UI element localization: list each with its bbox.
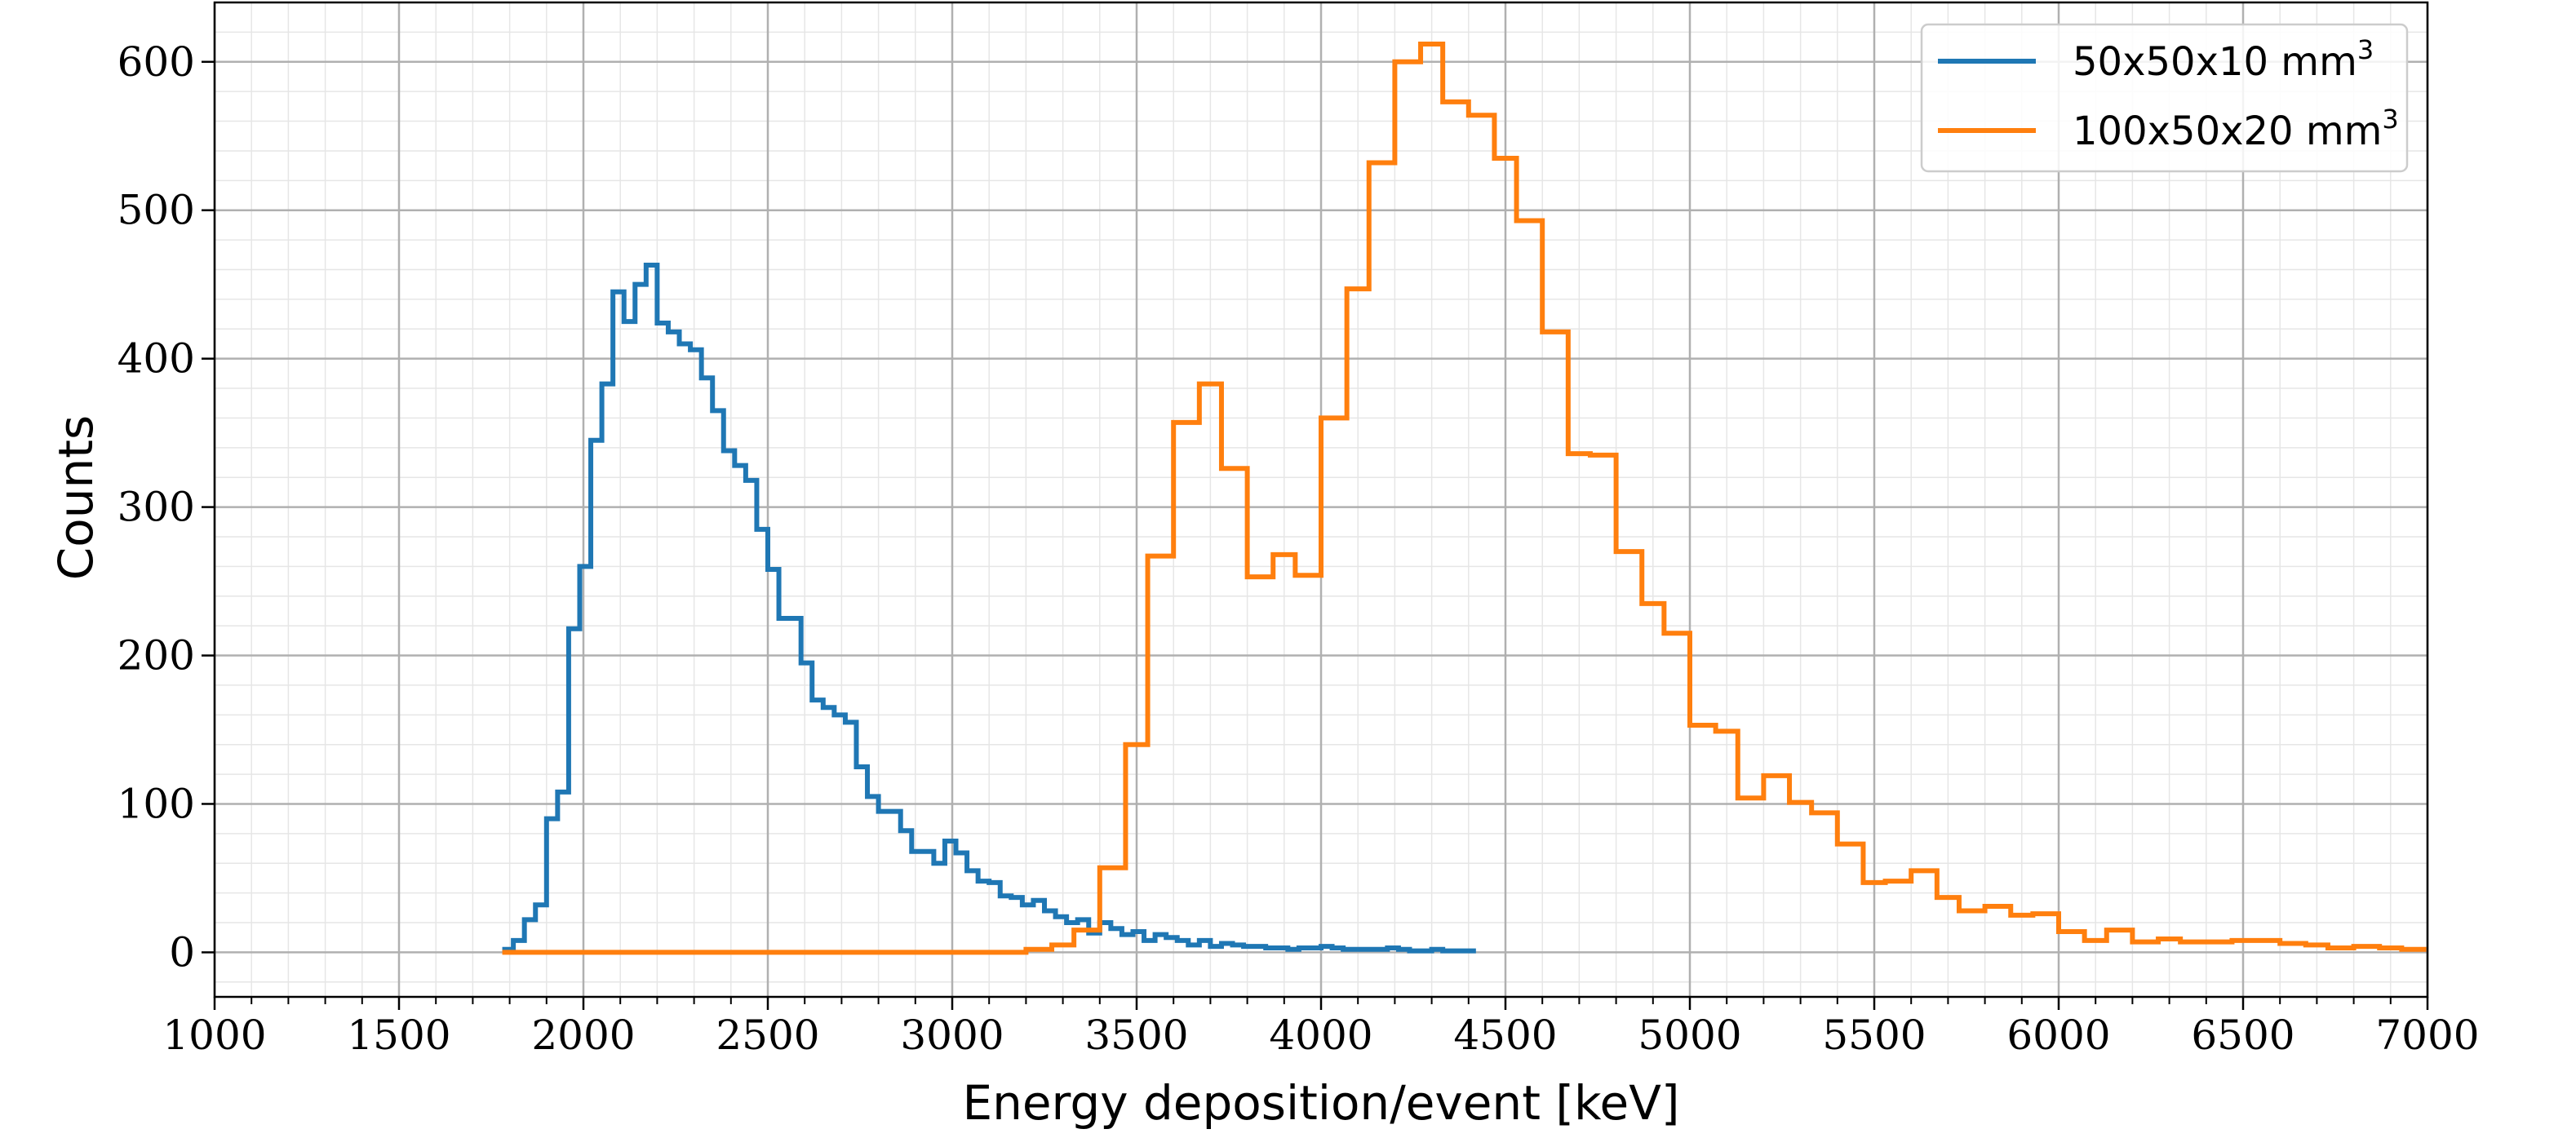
legend: 50x50x10 mm3 100x50x20 mm3 [1920,23,2409,173]
x-tick-label: 2500 [716,1012,819,1059]
x-tick-label: 4500 [1453,1012,1557,1059]
x-tick-label: 1000 [162,1012,266,1059]
legend-box [1920,23,2409,173]
x-axis-ticks: 1000 1500 2000 2500 3000 3500 4000 4500 5000 5500… [162,997,2480,1059]
y-tick-label: 100 [117,780,195,827]
x-tick-label: 6000 [2006,1012,2110,1059]
y-tick-label: 400 [117,335,195,383]
x-tick-label: 4000 [1269,1012,1372,1059]
series-layer [502,41,2427,955]
x-tick-label: 5500 [1822,1012,1926,1059]
y-axis-ticks: 0 100 200 300 400 500 600 [117,38,215,976]
y-tick-label: 300 [117,484,195,531]
legend-label-series-2: 100x50x20 mm3 [2073,104,2399,154]
y-axis-label: Counts [48,415,104,580]
y-tick-label: 600 [117,38,195,86]
x-tick-label: 1500 [347,1012,450,1059]
series-step-line-2 [502,41,2427,955]
y-tick-label: 500 [117,187,195,234]
x-tick-label: 6500 [2191,1012,2294,1059]
x-tick-label: 2000 [531,1012,635,1059]
legend-label-series-1: 50x50x10 mm3 [2073,34,2374,85]
x-tick-label: 3500 [1084,1012,1188,1059]
y-tick-label: 200 [117,632,195,680]
series-step-line-1 [502,263,1476,954]
y-tick-label: 0 [169,928,195,976]
x-axis-label: Energy deposition/event [keV] [962,1075,1679,1131]
x-tick-label: 3000 [900,1012,1004,1059]
x-tick-label: 5000 [1638,1012,1741,1059]
x-tick-label: 7000 [2375,1012,2479,1059]
